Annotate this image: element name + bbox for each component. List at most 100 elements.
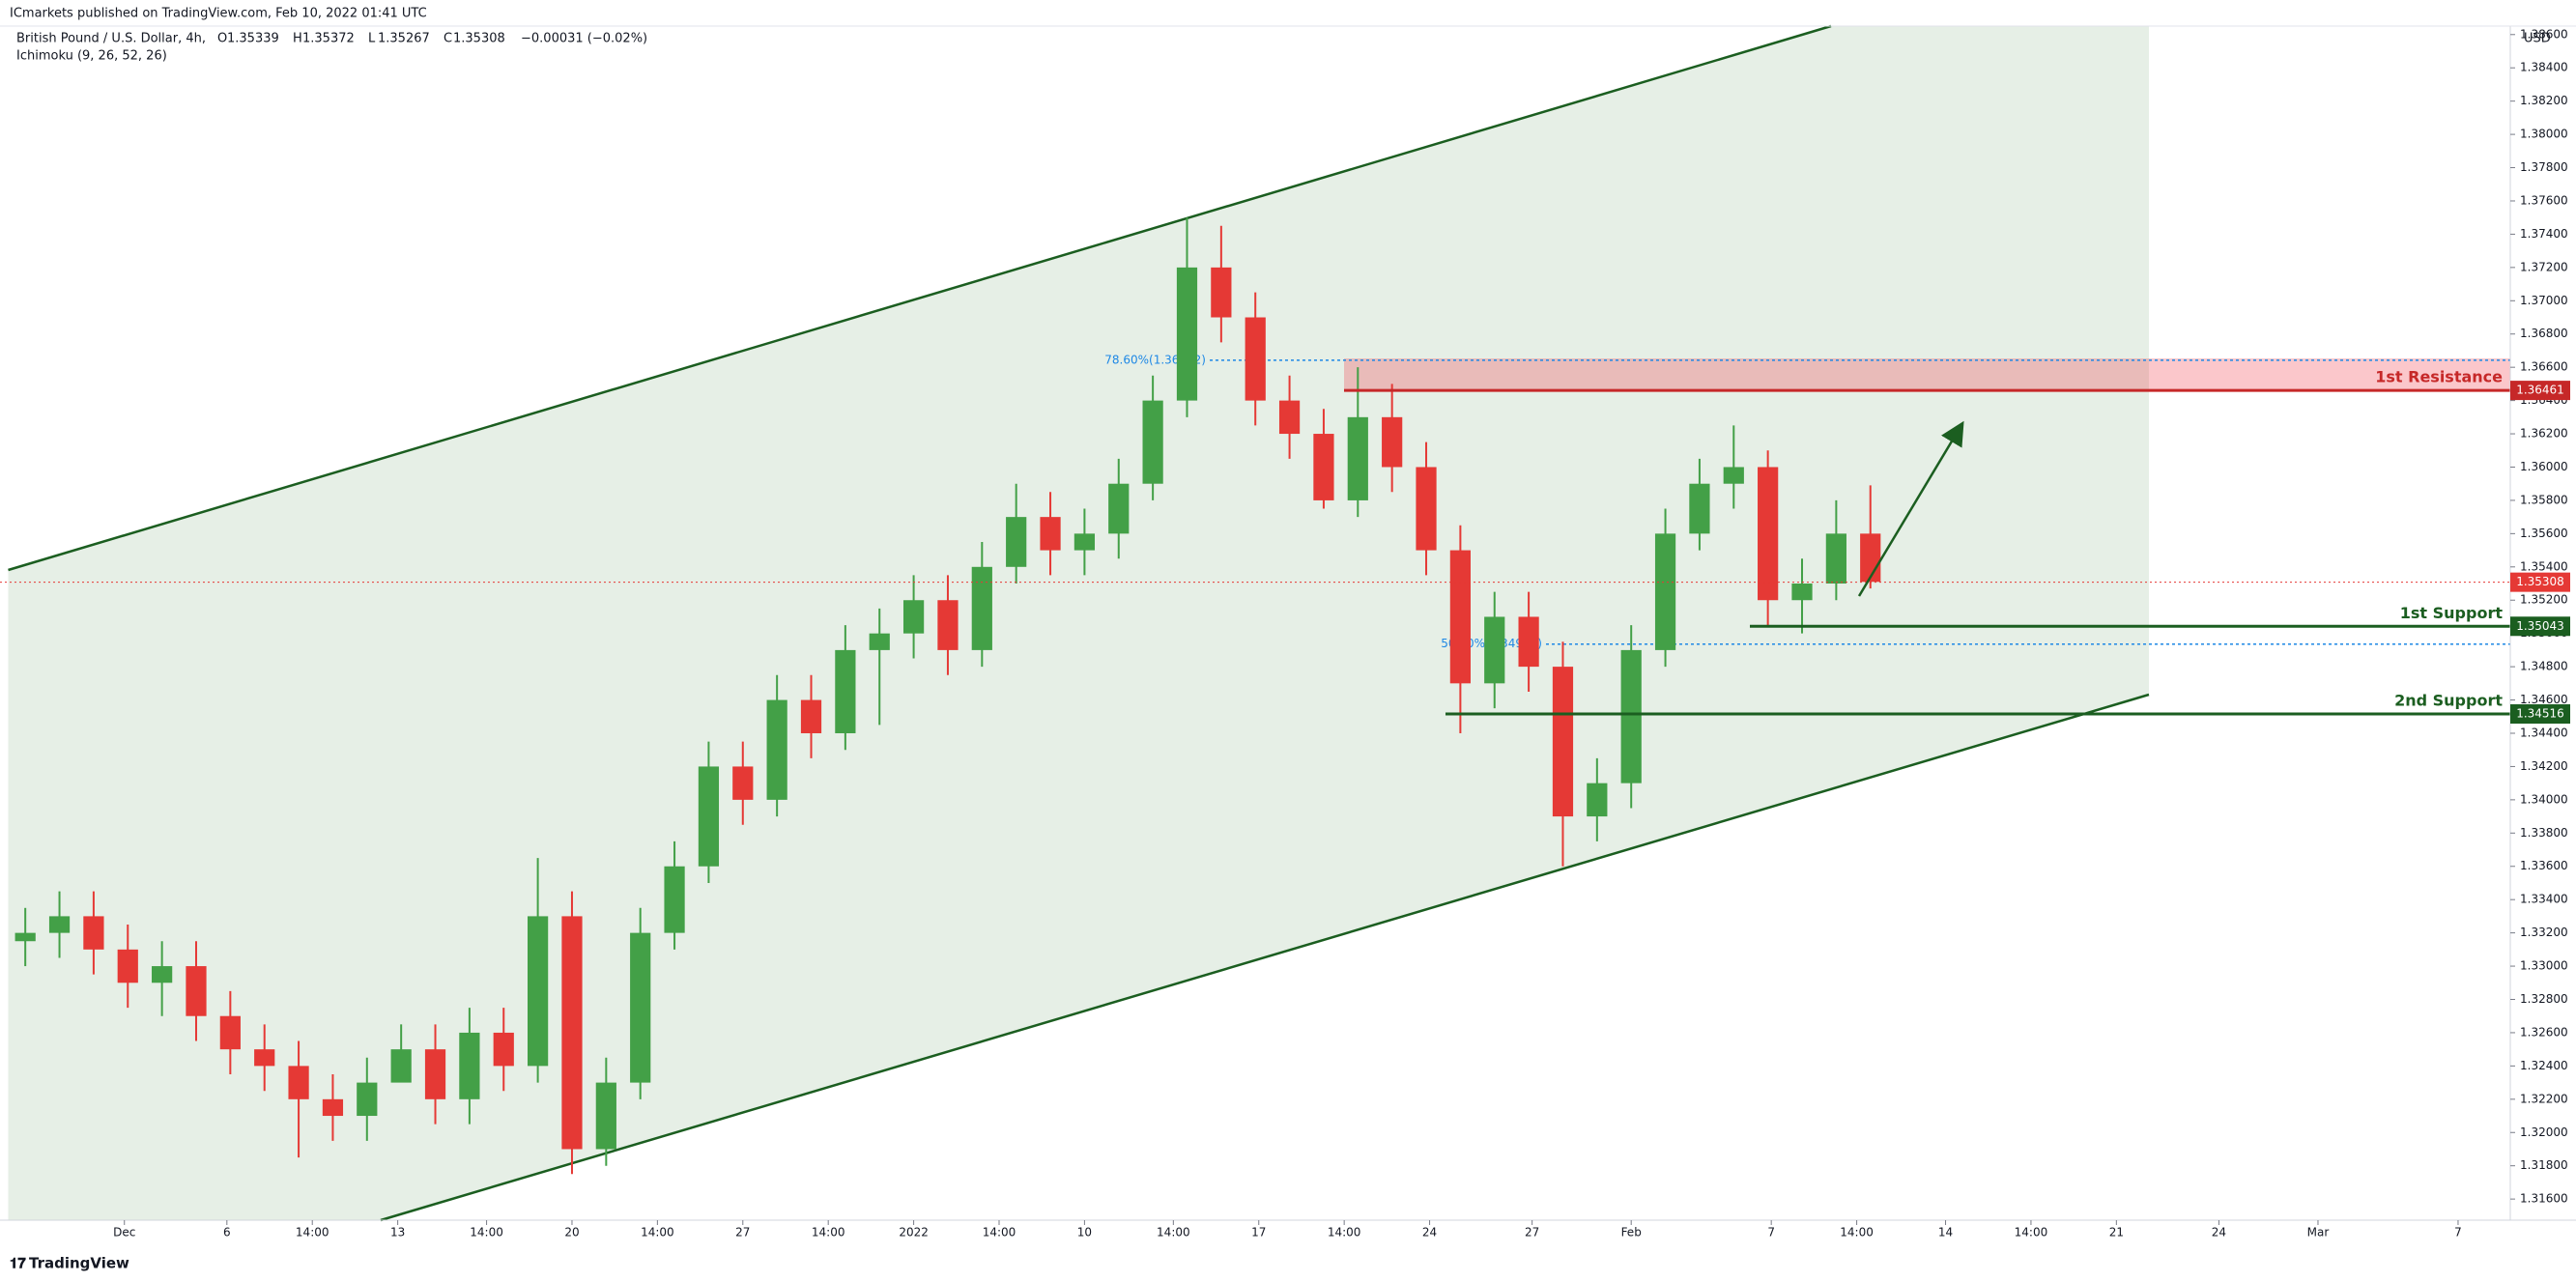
y-tick-label: 1.38400 [2520,61,2568,74]
y-tick-label: 1.32800 [2520,992,2568,1006]
y-tick-label: 1.35200 [2520,593,2568,607]
x-tick-label: 24 [2212,1226,2226,1239]
candle-body [1552,667,1574,817]
last-price-tag [2510,572,2570,592]
x-tick-label: 2022 [899,1226,929,1239]
candle-body [698,766,720,867]
x-tick-label: 14:00 [1328,1226,1361,1239]
candle-body [48,916,71,933]
y-tick-label: 1.38200 [2520,94,2568,107]
candle-body [1006,517,1027,567]
channel-lower [380,693,2150,1222]
x-tick-label: Feb [1621,1226,1642,1239]
candle-body [1313,434,1334,500]
x-tick-label: 21 [2109,1226,2124,1239]
ohlc-value: 1.35308 [453,32,505,46]
indicator: Ichimoku (9, 26, 52, 26) [16,49,167,64]
candle-body [288,1066,309,1099]
candle-body [528,916,549,1067]
projection-arrow [1857,420,1964,597]
x-tick-label: 6 [223,1226,231,1239]
candle-body [1382,416,1403,468]
ohlc-value: 1.35267 [378,32,430,46]
x-tick-label: 14 [1938,1226,1953,1239]
candle-body [219,1015,241,1050]
footer-logo: 𝟏𝟕 [10,1255,26,1272]
level-tag [2510,381,2570,401]
x-tick-label: 20 [564,1226,579,1239]
x-tick-label: 17 [1251,1226,1266,1239]
candle-body [152,966,173,983]
candle-body [1040,517,1061,551]
candle-body [630,932,651,1083]
x-tick-label: 27 [1525,1226,1539,1239]
level-value: 1.35043 [2516,619,2564,633]
candle-body [1758,467,1779,601]
candle-body [1347,416,1368,500]
y-tick-label: 1.35800 [2520,493,2568,506]
y-tick-label: 1.37000 [2520,294,2568,307]
candle-body [186,966,207,1016]
candle-body [902,600,925,634]
ohlc-label: O [217,32,227,46]
y-tick-label: 1.31800 [2520,1158,2568,1172]
y-tick-label: 1.36200 [2520,427,2568,441]
candle-body [971,566,992,650]
y-tick-label: 1.34400 [2520,726,2568,739]
level-value: 1.34516 [2516,707,2564,721]
ohlc-change: −0.00031 (−0.02%) [521,32,647,46]
candle-body [1278,400,1301,435]
channel-upper [8,24,1832,572]
candle-body [1860,533,1881,583]
x-tick-label: 14:00 [296,1226,329,1239]
candle-body [117,949,138,983]
y-tick-label: 1.33600 [2520,859,2568,872]
candle-body [254,1049,275,1067]
candle-body [1142,400,1163,484]
x-tick-label: 13 [390,1226,405,1239]
y-tick-label: 1.38600 [2520,27,2568,41]
y-tick-label: 1.32200 [2520,1092,2568,1105]
x-tick-label: 27 [735,1226,750,1239]
candle-body [1449,550,1471,684]
candle-body [1484,616,1505,684]
candle-body [1073,533,1096,551]
y-tick-label: 1.34800 [2520,660,2568,673]
level-name: 1st Support [2400,604,2504,622]
y-tick-label: 1.37800 [2520,160,2568,174]
candle-body [1689,483,1710,534]
candle-body [1108,483,1130,534]
level-tag [2510,616,2570,637]
candle-body [732,766,754,800]
symbol: British Pound / U.S. Dollar, 4h, [16,32,206,46]
last-price-value: 1.35308 [2516,575,2564,588]
y-tick-label: 1.34200 [2520,759,2568,773]
x-tick-label: 14:00 [812,1226,845,1239]
y-tick-label: 1.37600 [2520,193,2568,207]
resistance-zone [1344,358,2510,391]
publisher: ICmarkets published on TradingView.com, … [10,7,427,21]
x-tick-label: 24 [1422,1226,1437,1239]
x-tick-label: 14:00 [1840,1226,1874,1239]
x-tick-label: 7 [1767,1226,1775,1239]
y-tick-label: 1.33400 [2520,893,2568,906]
y-tick-label: 1.34000 [2520,792,2568,806]
x-tick-label: Dec [113,1226,135,1239]
candle-body [595,1082,616,1150]
ohlc-label: L [368,32,376,46]
y-tick-label: 1.32600 [2520,1025,2568,1039]
y-tick-label: 1.37200 [2520,260,2568,273]
candle-body [424,1049,446,1099]
level-tag [2510,704,2570,725]
footer-brand: TradingView [29,1255,129,1272]
candle-body [937,600,959,650]
candle-body [459,1032,480,1099]
x-tick-label: 14:00 [470,1226,503,1239]
currency: USD [2524,32,2551,46]
candle-body [14,932,36,942]
y-tick-label: 1.38000 [2520,128,2568,141]
level-name: 2nd Support [2394,692,2503,710]
candle-body [1176,267,1198,401]
candle-body [1518,616,1539,668]
